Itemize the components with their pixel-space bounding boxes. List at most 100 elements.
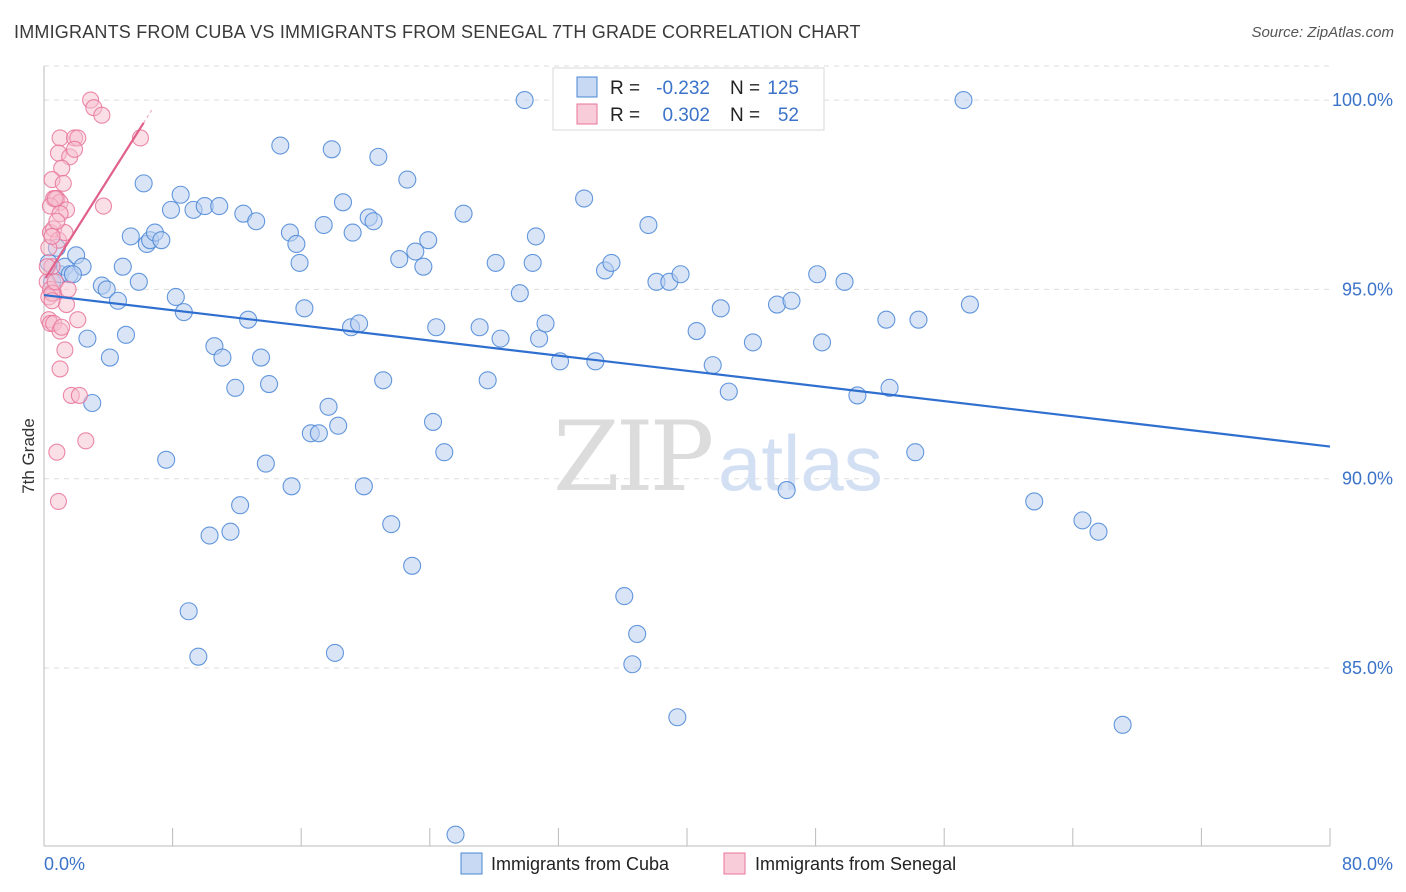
- cuba-point: [536, 314, 555, 333]
- cuba-point: [960, 295, 979, 314]
- cuba-point: [189, 647, 208, 666]
- cuba-point: [166, 287, 185, 307]
- cuba-point: [333, 193, 353, 212]
- cuba-point: [374, 371, 393, 390]
- cuba-point: [134, 174, 153, 193]
- cuba-point: [210, 197, 229, 216]
- senegal-point: [51, 360, 69, 378]
- cuba-point: [486, 253, 505, 272]
- cuba-point: [510, 284, 529, 303]
- n-label: N =: [730, 78, 760, 99]
- cuba-point: [478, 371, 497, 390]
- cuba-point: [354, 477, 373, 496]
- cuba-point: [116, 325, 136, 344]
- r-label: R =: [610, 78, 640, 99]
- cuba-point: [309, 424, 328, 443]
- cuba-point: [526, 227, 545, 246]
- n-label: N =: [730, 105, 760, 126]
- y-tick-label: 85.0%: [1342, 658, 1393, 678]
- cuba-point: [687, 321, 706, 341]
- senegal-point: [43, 227, 61, 245]
- cuba-point: [290, 253, 309, 272]
- cuba-point: [623, 655, 642, 674]
- cuba-point: [880, 378, 899, 397]
- cuba-point: [329, 416, 348, 435]
- cuba-point: [435, 443, 454, 462]
- cuba-point: [314, 215, 333, 235]
- senegal-point: [56, 341, 74, 359]
- watermark-zip: ZIP: [553, 401, 712, 513]
- cuba-point: [1073, 511, 1092, 530]
- cuba-point: [808, 265, 827, 284]
- senegal-point: [49, 492, 68, 510]
- cuba-point: [419, 231, 438, 250]
- cuba-point: [161, 200, 181, 219]
- cuba-swatch: [576, 76, 598, 98]
- cuba-point: [63, 265, 82, 284]
- cuba-point: [152, 231, 171, 250]
- cuba-point: [287, 234, 306, 254]
- cuba-point: [423, 412, 443, 431]
- y-tick-label: 100.0%: [1332, 90, 1393, 110]
- senegal-point: [77, 432, 95, 450]
- cuba-point: [777, 481, 796, 500]
- cuba-point: [343, 223, 362, 242]
- cuba-point: [221, 522, 240, 541]
- cuba-point: [523, 253, 542, 272]
- cuba-point: [1089, 522, 1108, 541]
- n-value: 52: [778, 105, 799, 126]
- senegal-point: [94, 197, 113, 215]
- cuba-point: [877, 310, 896, 329]
- n-value: 125: [767, 78, 799, 99]
- cuba-point: [954, 91, 973, 110]
- cuba-point: [446, 825, 465, 844]
- cuba-point: [782, 291, 801, 310]
- cuba-point: [711, 299, 730, 318]
- senegal-trend-extension: [143, 107, 154, 124]
- cuba-point: [213, 348, 232, 367]
- cuba-point: [319, 397, 338, 416]
- cuba-point: [470, 318, 489, 337]
- source-credit: Source: ZipAtlas.com: [1251, 24, 1394, 41]
- chart-title: IMMIGRANTS FROM CUBA VS IMMIGRANTS FROM …: [14, 22, 861, 42]
- r-value: 0.302: [662, 105, 710, 126]
- cuba-point: [129, 272, 148, 291]
- cuba-point: [719, 382, 738, 401]
- cuba-point: [179, 602, 198, 621]
- cuba-point: [835, 272, 854, 291]
- cuba-point: [271, 136, 290, 155]
- senegal-point: [53, 318, 71, 336]
- cuba-point: [325, 643, 345, 662]
- senegal-point: [46, 189, 64, 208]
- senegal-point: [51, 129, 69, 147]
- cuba-point: [108, 291, 127, 310]
- cuba-point: [628, 624, 647, 644]
- senegal-point: [93, 106, 111, 124]
- cuba-point: [743, 333, 762, 352]
- cuba-point: [1113, 715, 1132, 734]
- cuba-trend-line: [43, 293, 1331, 448]
- cuba-point: [575, 189, 594, 208]
- cuba-point: [382, 515, 401, 534]
- cuba-point: [671, 265, 690, 284]
- cuba-point: [615, 587, 634, 606]
- cuba-point: [226, 378, 245, 397]
- senegal-point: [65, 140, 84, 158]
- cuba-point: [403, 556, 422, 575]
- cuba-point: [406, 242, 425, 261]
- cuba-point: [350, 314, 369, 333]
- cuba-point: [909, 310, 928, 329]
- cuba-point: [121, 227, 140, 246]
- senegal-point: [70, 386, 88, 404]
- senegal-point: [48, 443, 66, 461]
- cuba-point: [113, 257, 132, 276]
- cuba-point: [639, 215, 658, 235]
- cuba-point: [364, 212, 383, 231]
- cuba-point: [491, 329, 510, 348]
- cuba-point: [282, 477, 301, 496]
- senegal-trend-line: [44, 122, 145, 279]
- x-tick-label-min: 0.0%: [44, 854, 85, 874]
- cuba-point: [703, 356, 722, 375]
- cuba-point: [906, 443, 925, 462]
